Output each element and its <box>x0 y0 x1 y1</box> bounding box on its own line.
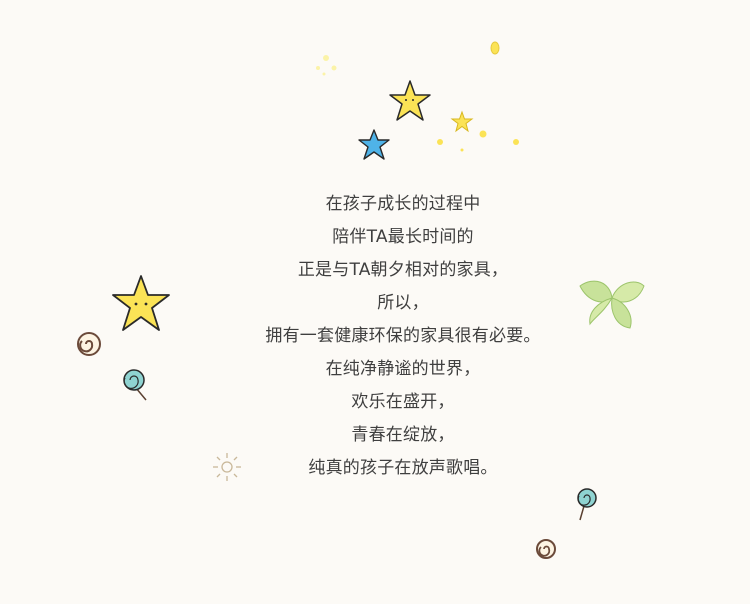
sparkle-dots-icon <box>437 130 519 152</box>
poem-text-block: 在孩子成长的过程中 陪伴TA最长时间的 正是与TA朝夕相对的家具， 所以， 拥有… <box>0 188 750 485</box>
poem-line-2: 陪伴TA最长时间的 <box>332 227 474 247</box>
poem-line-7: 欢乐在盛开， <box>351 392 455 412</box>
spiral-bottom-icon <box>536 539 556 559</box>
blue-star-icon <box>358 129 390 160</box>
poem-line-9: 纯真的孩子在放声歌唱。 <box>308 458 498 478</box>
poem-line-3: 正是与TA朝夕相对的家具， <box>297 260 509 280</box>
spiral-icon <box>77 332 101 356</box>
sun-doodle-icon <box>213 453 241 481</box>
faint-sparkle-icon <box>316 55 337 76</box>
leaf-icon <box>579 280 645 329</box>
poem-line-8: 青春在绽放， <box>351 425 455 445</box>
lollipop-bottom-icon <box>577 488 597 521</box>
poem-line-6: 在纯净静谧的世界， <box>325 359 481 379</box>
yellow-drop-icon <box>490 41 500 55</box>
yellow-star-icon <box>389 80 431 121</box>
poem-line-5: 拥有一套健康环保的家具很有必要。 <box>265 326 541 346</box>
poem-line-1: 在孩子成长的过程中 <box>325 194 481 214</box>
small-star-icon <box>450 110 474 133</box>
lollipop-icon <box>123 369 147 401</box>
big-yellow-star-icon <box>112 275 170 331</box>
poem-line-4: 所以， <box>377 293 429 313</box>
